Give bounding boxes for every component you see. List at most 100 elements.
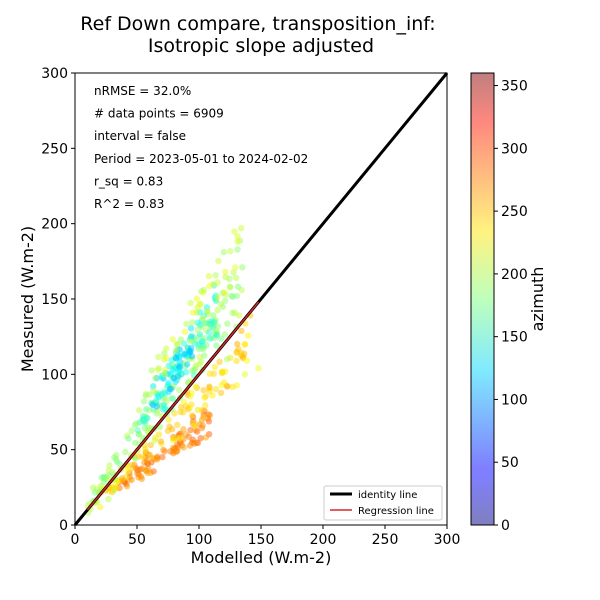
data-point — [149, 401, 156, 408]
data-point — [188, 412, 196, 419]
data-point — [180, 426, 187, 433]
regression-line — [86, 301, 260, 511]
data-point — [200, 414, 207, 421]
data-point — [174, 341, 181, 348]
data-point — [155, 353, 162, 360]
data-point — [192, 383, 199, 390]
data-point — [142, 445, 149, 453]
y-tick-label: 300 — [41, 66, 68, 82]
data-point — [124, 468, 131, 475]
data-point — [206, 370, 214, 377]
data-point — [227, 248, 234, 255]
data-point — [193, 428, 201, 435]
data-point — [233, 274, 240, 282]
data-point — [234, 233, 241, 240]
data-point — [170, 435, 177, 442]
data-point — [213, 342, 220, 349]
data-point — [169, 366, 176, 374]
data-point — [172, 354, 179, 362]
data-point — [209, 324, 217, 331]
data-point — [217, 389, 225, 397]
data-point — [214, 306, 221, 314]
data-point — [200, 387, 207, 394]
data-point — [177, 336, 185, 343]
data-point — [177, 403, 185, 411]
data-point — [155, 431, 163, 438]
legend-identity-label: identity line — [358, 490, 417, 501]
data-point — [180, 444, 187, 451]
data-point — [183, 320, 190, 328]
data-point — [191, 421, 198, 428]
data-point — [194, 326, 201, 334]
x-axis-label: Modelled (W.m-2) — [191, 548, 332, 567]
data-point — [187, 345, 195, 352]
data-point — [98, 474, 105, 481]
x-axis-ticks: 0 50 100 150 200 250 300 — [71, 525, 460, 548]
data-point — [201, 352, 208, 359]
stat-line: r_sq = 0.83 — [94, 174, 163, 188]
data-point — [234, 283, 242, 290]
data-point — [243, 357, 251, 364]
data-point — [221, 331, 229, 338]
data-point — [181, 351, 188, 358]
data-point — [187, 325, 195, 332]
colorbar-tick-label: 250 — [501, 204, 528, 220]
data-point — [226, 283, 234, 291]
data-point — [146, 391, 153, 398]
data-point — [169, 336, 176, 343]
data-point — [220, 248, 227, 256]
data-point — [201, 394, 208, 401]
data-point — [150, 387, 157, 394]
stat-line: Period = 2023-05-01 to 2024-02-02 — [94, 152, 308, 166]
data-point — [180, 409, 187, 416]
data-point — [172, 347, 180, 354]
data-point — [135, 474, 142, 481]
stat-line: interval = false — [94, 129, 186, 143]
data-point — [142, 466, 149, 474]
data-point — [154, 392, 161, 399]
data-point — [132, 455, 139, 462]
data-point — [111, 454, 118, 461]
data-point — [97, 503, 104, 511]
data-point — [188, 401, 195, 408]
data-point — [125, 435, 132, 442]
stat-line: nRMSE = 32.0% — [94, 84, 191, 98]
data-point — [142, 419, 149, 426]
data-point — [189, 319, 196, 326]
data-point — [231, 228, 238, 235]
data-point — [238, 327, 245, 335]
data-point — [212, 272, 219, 279]
data-point — [233, 357, 240, 365]
y-axis-label: Measured (W.m-2) — [18, 226, 37, 372]
data-point — [232, 264, 239, 271]
data-point — [160, 446, 167, 454]
data-point — [198, 338, 206, 345]
data-point — [218, 335, 225, 342]
data-point — [211, 318, 218, 325]
data-point — [154, 453, 161, 460]
x-tick-label: 50 — [128, 532, 146, 548]
colorbar-tick-label: 350 — [501, 79, 528, 95]
x-tick-label: 200 — [310, 532, 337, 548]
data-point — [161, 350, 168, 357]
data-point — [222, 368, 229, 375]
data-point — [193, 295, 200, 302]
legend-box — [323, 485, 443, 521]
data-point — [212, 386, 220, 393]
data-point — [224, 320, 231, 327]
data-point — [187, 426, 194, 434]
data-point — [128, 476, 135, 484]
x-tick-label: 0 — [71, 532, 80, 548]
data-point — [229, 309, 236, 316]
data-point — [174, 441, 181, 448]
data-point — [216, 358, 223, 365]
data-point — [155, 365, 162, 372]
data-point — [193, 439, 200, 446]
data-point — [189, 309, 197, 316]
data-point — [151, 437, 158, 444]
data-point — [105, 496, 112, 503]
data-point — [222, 268, 229, 276]
data-point — [239, 264, 246, 271]
data-point — [234, 246, 241, 253]
